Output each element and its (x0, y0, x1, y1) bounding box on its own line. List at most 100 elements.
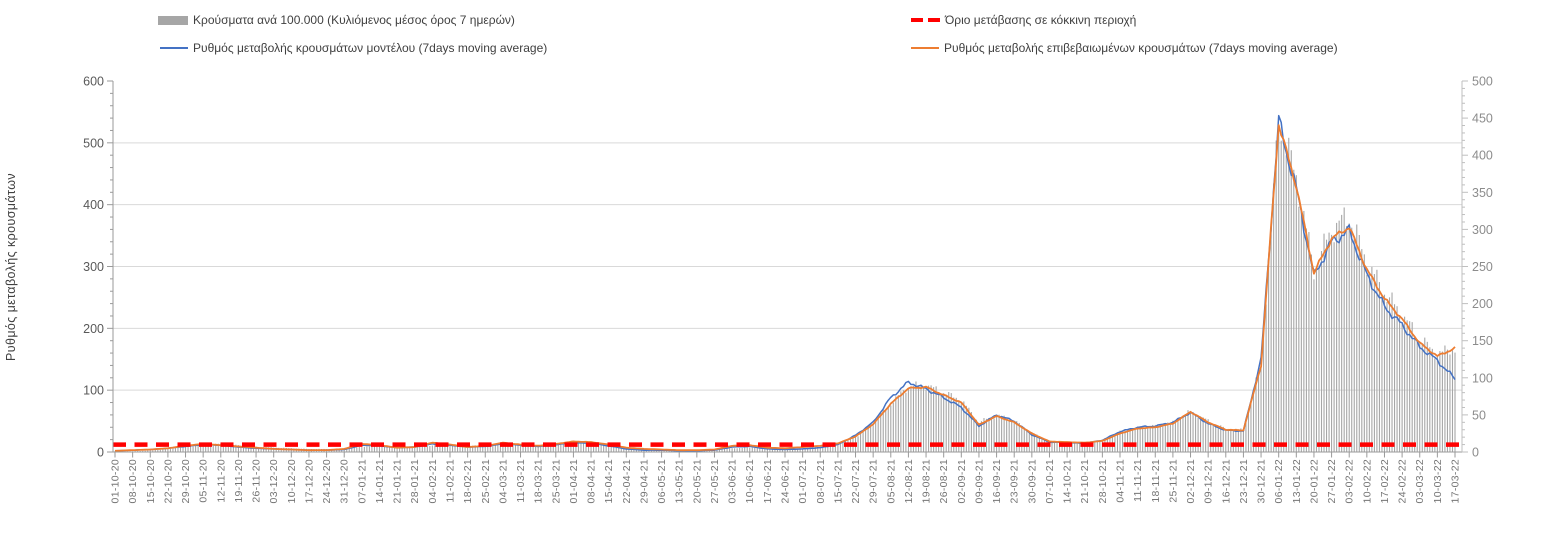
svg-text:30-12-21: 30-12-21 (1256, 459, 1268, 503)
svg-text:28-01-21: 28-01-21 (409, 459, 421, 503)
svg-text:400: 400 (83, 198, 104, 212)
svg-text:19-08-21: 19-08-21 (921, 459, 933, 503)
svg-text:500: 500 (83, 136, 104, 150)
svg-text:17-06-21: 17-06-21 (762, 459, 774, 503)
svg-text:01-04-21: 01-04-21 (568, 459, 580, 503)
svg-text:25-02-21: 25-02-21 (480, 459, 492, 503)
x-axis-ticks-and-dates: 01-10-20 08-10-20 15-10-20 22-10-20 29-10-20… (110, 452, 1462, 503)
red-dashed-swatch-icon (911, 17, 940, 23)
legend-item-cases: Κρούσματα ανά 100.000 (Κυλιόμενος μέσος … (158, 11, 515, 29)
svg-text:26-11-20: 26-11-20 (251, 459, 263, 503)
svg-text:250: 250 (1472, 260, 1493, 274)
svg-text:21-10-21: 21-10-21 (1079, 459, 1091, 503)
svg-text:04-02-21: 04-02-21 (427, 459, 439, 503)
svg-text:300: 300 (1472, 223, 1493, 237)
svg-text:28-10-21: 28-10-21 (1097, 459, 1109, 503)
svg-text:12-08-21: 12-08-21 (903, 459, 915, 503)
svg-text:24-02-22: 24-02-22 (1397, 459, 1409, 503)
svg-text:03-06-21: 03-06-21 (727, 459, 739, 503)
svg-text:600: 600 (83, 75, 104, 89)
svg-text:24-12-20: 24-12-20 (321, 459, 333, 503)
svg-text:26-08-21: 26-08-21 (938, 459, 950, 503)
svg-text:10-06-21: 10-06-21 (744, 459, 756, 503)
svg-text:27-01-22: 27-01-22 (1326, 459, 1338, 503)
svg-text:11-11-21: 11-11-21 (1132, 459, 1144, 502)
svg-text:500: 500 (1472, 75, 1493, 89)
svg-text:25-03-21: 25-03-21 (550, 459, 562, 503)
left-axis-title: Ρυθμός μεταβολής κρουσμάτων (4, 172, 18, 361)
svg-text:13-01-22: 13-01-22 (1291, 459, 1303, 503)
svg-text:23-09-21: 23-09-21 (1009, 459, 1021, 503)
svg-text:200: 200 (1472, 297, 1493, 311)
svg-text:17-12-20: 17-12-20 (303, 459, 315, 503)
svg-text:22-07-21: 22-07-21 (850, 459, 862, 503)
svg-text:23-12-21: 23-12-21 (1238, 459, 1250, 503)
svg-text:15-04-21: 15-04-21 (603, 459, 615, 503)
svg-text:05-11-20: 05-11-20 (198, 459, 210, 503)
svg-text:19-11-20: 19-11-20 (233, 459, 245, 503)
svg-text:12-11-20: 12-11-20 (215, 459, 227, 503)
svg-text:03-12-20: 03-12-20 (268, 459, 280, 503)
svg-text:08-04-21: 08-04-21 (586, 459, 598, 503)
svg-text:21-01-21: 21-01-21 (392, 459, 404, 503)
right-axis-ticks: 0 50 100 150 200 250 300 350 400 450 500 (1462, 75, 1493, 460)
blue-line-swatch-icon (160, 47, 188, 49)
svg-text:10-02-22: 10-02-22 (1361, 459, 1373, 503)
svg-text:07-01-21: 07-01-21 (356, 459, 368, 503)
svg-text:400: 400 (1472, 149, 1493, 163)
svg-text:13-05-21: 13-05-21 (674, 459, 686, 503)
svg-text:24-06-21: 24-06-21 (780, 459, 792, 503)
svg-text:11-02-21: 11-02-21 (445, 459, 457, 503)
left-axis-ticks: 0 100 200 300 400 500 600 (83, 75, 113, 460)
svg-text:14-01-21: 14-01-21 (374, 459, 386, 503)
svg-text:03-03-22: 03-03-22 (1414, 459, 1426, 503)
svg-text:450: 450 (1472, 112, 1493, 126)
gridlines (113, 142, 1462, 391)
svg-text:20-01-22: 20-01-22 (1308, 459, 1320, 503)
svg-text:16-12-21: 16-12-21 (1220, 459, 1232, 503)
cases-bars-series (114, 133, 1456, 453)
svg-text:10-12-20: 10-12-20 (286, 459, 298, 503)
svg-text:17-02-22: 17-02-22 (1379, 459, 1391, 503)
svg-text:27-05-21: 27-05-21 (709, 459, 721, 503)
svg-text:16-09-21: 16-09-21 (991, 459, 1003, 503)
legend-item-confirmed: Ρυθμός μεταβολής επιβεβαιωμένων κρουσμάτ… (911, 39, 1338, 57)
svg-text:07-10-21: 07-10-21 (1044, 459, 1056, 503)
svg-text:05-08-21: 05-08-21 (885, 459, 897, 503)
svg-text:30-09-21: 30-09-21 (1026, 459, 1038, 503)
svg-text:09-12-21: 09-12-21 (1203, 459, 1215, 503)
svg-text:31-12-20: 31-12-20 (339, 459, 351, 503)
svg-text:01-10-20: 01-10-20 (110, 459, 122, 503)
legend-item-threshold: Όριο μετάβασης σε κόκκινη περιοχή (911, 11, 1136, 29)
svg-text:14-10-21: 14-10-21 (1062, 459, 1074, 503)
svg-text:350: 350 (1472, 186, 1493, 200)
svg-text:100: 100 (1472, 371, 1493, 385)
svg-text:50: 50 (1472, 408, 1486, 422)
svg-text:20-05-21: 20-05-21 (691, 459, 703, 503)
legend-label-threshold: Όριο μετάβασης σε κόκκινη περιοχή (945, 13, 1137, 27)
svg-text:02-09-21: 02-09-21 (956, 459, 968, 503)
svg-text:150: 150 (1472, 334, 1493, 348)
bar-swatch-icon (158, 15, 188, 25)
svg-text:15-07-21: 15-07-21 (832, 459, 844, 503)
svg-text:06-01-22: 06-01-22 (1273, 459, 1285, 503)
svg-text:04-03-21: 04-03-21 (497, 459, 509, 503)
svg-text:0: 0 (1472, 446, 1479, 460)
svg-text:01-07-21: 01-07-21 (797, 459, 809, 503)
svg-text:08-10-20: 08-10-20 (127, 459, 139, 503)
svg-text:200: 200 (83, 322, 104, 336)
svg-text:17-03-22: 17-03-22 (1450, 459, 1462, 503)
svg-text:10-03-22: 10-03-22 (1432, 459, 1444, 503)
svg-text:18-03-21: 18-03-21 (533, 459, 545, 503)
legend-item-model: Ρυθμός μεταβολής κρουσμάτων μοντέλου (7d… (160, 39, 547, 57)
orange-line-swatch-icon (911, 47, 939, 49)
confirmed-rate-line (114, 124, 1456, 452)
svg-text:15-10-20: 15-10-20 (145, 459, 157, 503)
svg-text:04-11-21: 04-11-21 (1115, 459, 1127, 503)
svg-text:29-04-21: 29-04-21 (638, 459, 650, 503)
svg-text:22-10-20: 22-10-20 (162, 459, 174, 503)
svg-text:03-02-22: 03-02-22 (1344, 459, 1356, 503)
svg-text:18-02-21: 18-02-21 (462, 459, 474, 503)
